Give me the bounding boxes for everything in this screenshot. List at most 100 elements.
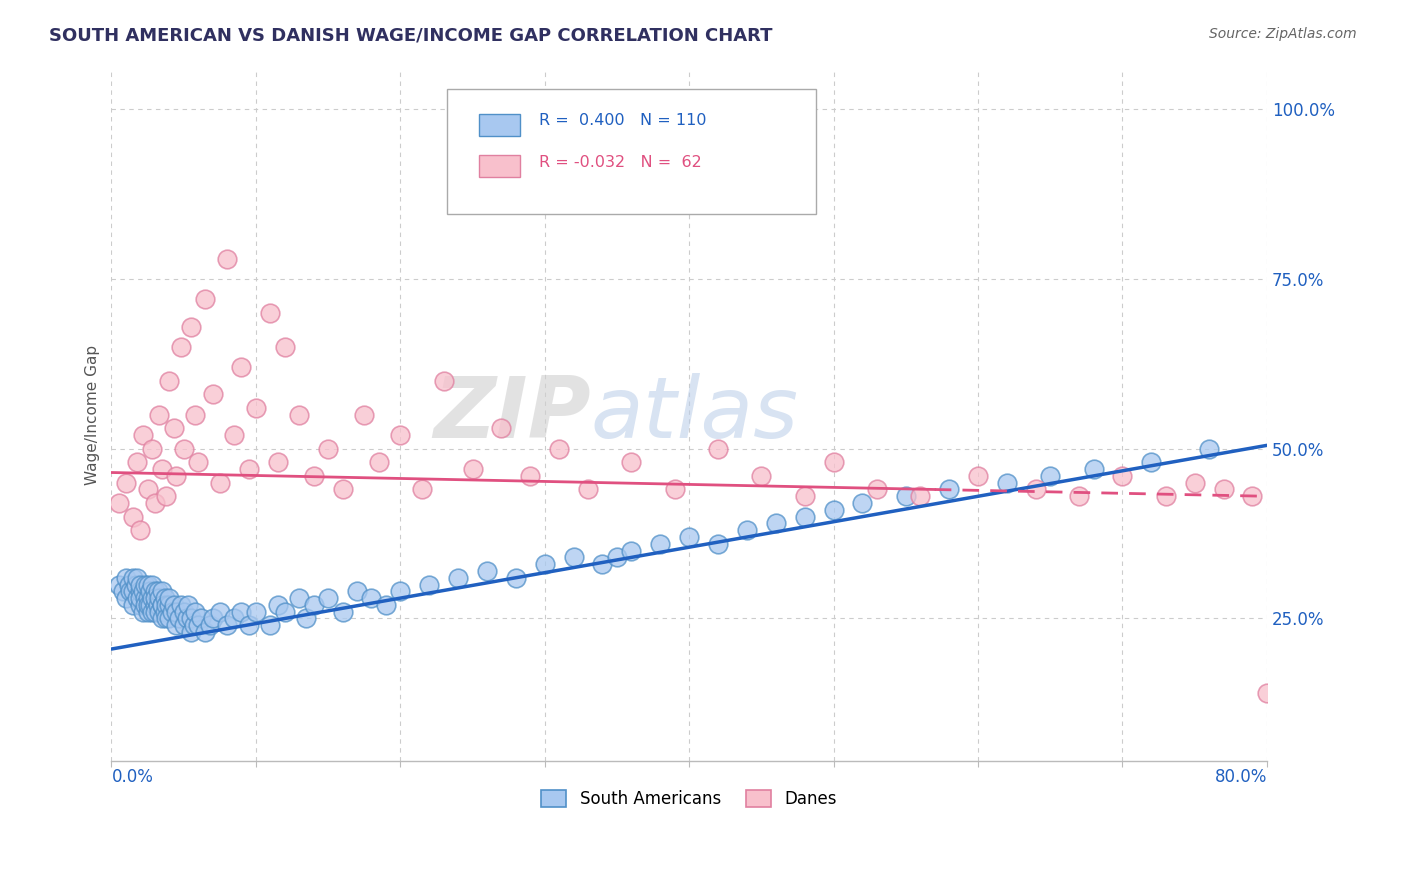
Point xyxy=(823,503,845,517)
Point xyxy=(823,455,845,469)
Point xyxy=(620,455,643,469)
Point xyxy=(157,598,180,612)
Point xyxy=(576,483,599,497)
Point xyxy=(215,618,238,632)
Point xyxy=(389,428,412,442)
Text: 80.0%: 80.0% xyxy=(1215,768,1267,786)
Point xyxy=(851,496,873,510)
Point xyxy=(245,401,267,415)
Point xyxy=(141,577,163,591)
Point xyxy=(266,455,288,469)
Point xyxy=(150,598,173,612)
Text: atlas: atlas xyxy=(591,373,799,457)
Point xyxy=(491,421,513,435)
Point xyxy=(866,483,889,497)
Point xyxy=(475,564,498,578)
Point xyxy=(134,598,156,612)
Point xyxy=(165,605,187,619)
FancyBboxPatch shape xyxy=(479,113,520,136)
Point xyxy=(129,523,152,537)
Point xyxy=(183,618,205,632)
Point xyxy=(1069,489,1091,503)
Text: R = -0.032   N =  62: R = -0.032 N = 62 xyxy=(538,154,702,169)
Point xyxy=(180,625,202,640)
Point xyxy=(194,293,217,307)
Point xyxy=(592,557,614,571)
Point xyxy=(793,489,815,503)
Point xyxy=(136,577,159,591)
FancyBboxPatch shape xyxy=(447,89,817,214)
Point xyxy=(143,605,166,619)
Point xyxy=(132,428,155,442)
Point xyxy=(751,469,773,483)
Point xyxy=(374,598,396,612)
Point xyxy=(157,591,180,606)
Point xyxy=(148,605,170,619)
Point xyxy=(136,598,159,612)
Point xyxy=(231,360,253,375)
Point xyxy=(165,469,187,483)
Point xyxy=(208,605,231,619)
Point xyxy=(115,571,138,585)
Point xyxy=(143,584,166,599)
Point xyxy=(143,598,166,612)
Point xyxy=(139,598,162,612)
Point xyxy=(141,442,163,456)
Text: ZIP: ZIP xyxy=(433,373,591,457)
Point xyxy=(170,340,193,354)
Point xyxy=(288,591,311,606)
Point xyxy=(224,428,246,442)
Point xyxy=(259,306,281,320)
Point xyxy=(165,618,187,632)
Point xyxy=(187,618,209,632)
Point xyxy=(122,509,145,524)
Point xyxy=(259,618,281,632)
Point xyxy=(115,475,138,490)
Point xyxy=(187,455,209,469)
Point xyxy=(184,605,207,619)
Point xyxy=(129,577,152,591)
Point xyxy=(332,605,354,619)
Legend: South Americans, Danes: South Americans, Danes xyxy=(534,783,844,815)
Point xyxy=(198,618,221,632)
Point xyxy=(153,591,176,606)
Point xyxy=(332,483,354,497)
Point xyxy=(127,571,149,585)
Point xyxy=(150,611,173,625)
Point xyxy=(389,584,412,599)
Point xyxy=(176,611,198,625)
Point xyxy=(173,442,195,456)
Point xyxy=(224,611,246,625)
Point xyxy=(433,374,456,388)
Point xyxy=(620,543,643,558)
Point xyxy=(173,605,195,619)
Point xyxy=(461,462,484,476)
Point xyxy=(367,455,389,469)
Point xyxy=(184,408,207,422)
Point xyxy=(155,611,177,625)
Point xyxy=(995,475,1018,490)
Point xyxy=(360,591,382,606)
Point xyxy=(1212,483,1234,497)
Point xyxy=(1140,455,1163,469)
Point xyxy=(1111,469,1133,483)
Point xyxy=(111,584,134,599)
Point xyxy=(295,611,318,625)
Point xyxy=(120,584,142,599)
Point xyxy=(139,584,162,599)
Point xyxy=(107,496,129,510)
Point xyxy=(894,489,917,503)
Point xyxy=(606,550,628,565)
Point xyxy=(118,577,141,591)
Point xyxy=(107,577,129,591)
Point xyxy=(170,598,193,612)
Point xyxy=(208,475,231,490)
Point xyxy=(180,611,202,625)
Point xyxy=(115,591,138,606)
Point xyxy=(134,577,156,591)
Point xyxy=(735,523,758,537)
Point xyxy=(548,442,571,456)
Point xyxy=(650,537,672,551)
Point xyxy=(238,462,260,476)
Point xyxy=(146,598,169,612)
